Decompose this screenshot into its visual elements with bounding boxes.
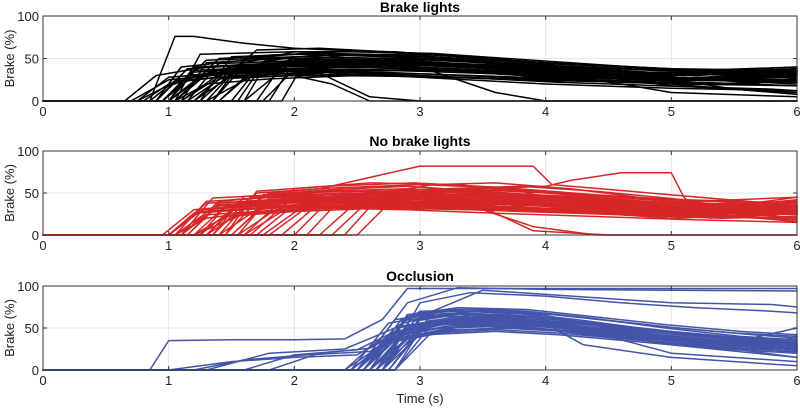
- trace-line: [42, 190, 798, 236]
- trace-line: [42, 165, 798, 236]
- x-tick-label: 4: [542, 104, 549, 119]
- x-tick-label: 3: [416, 238, 423, 253]
- trace-line: [42, 286, 798, 371]
- trace-line: [42, 322, 798, 371]
- y-tick-label: 100: [17, 9, 39, 24]
- traces-brake-lights: [42, 35, 798, 102]
- x-tick-label: 5: [668, 373, 675, 388]
- x-tick-label: 2: [291, 238, 298, 253]
- x-tick-label: 6: [793, 104, 800, 119]
- x-tick-label: 5: [668, 104, 675, 119]
- traces-no-brake-lights: [42, 165, 798, 236]
- x-axis-label: Time (s): [396, 391, 443, 406]
- panel-title: Brake lights: [380, 0, 460, 15]
- trace-line: [42, 310, 798, 371]
- trace-line: [42, 62, 798, 102]
- x-tick-label: 1: [165, 104, 172, 119]
- x-tick-label: 1: [165, 373, 172, 388]
- x-tick-label: 6: [793, 238, 800, 253]
- x-tick-label: 3: [416, 104, 423, 119]
- traces-occlusion: [42, 286, 798, 371]
- trace-line: [42, 57, 798, 102]
- x-tick-label: 4: [542, 373, 549, 388]
- trace-line: [42, 195, 798, 236]
- trace-line: [42, 317, 798, 371]
- trace-line: [42, 307, 798, 371]
- y-tick-label: 100: [17, 144, 39, 159]
- trace-line: [42, 318, 798, 371]
- trace-line: [42, 67, 798, 102]
- x-tick-label: 2: [291, 373, 298, 388]
- x-tick-label: 0: [39, 238, 46, 253]
- trace-line: [42, 59, 798, 102]
- x-tick-label: 6: [793, 373, 800, 388]
- x-tick-label: 5: [668, 238, 675, 253]
- panel-no-brake-lights: 0 1 2 3 4 5 6 0 50 100 No brake lights Brake (%): [2, 133, 800, 253]
- panel-title: No brake lights: [369, 133, 470, 149]
- y-tick-label: 50: [25, 52, 39, 67]
- trace-line: [42, 287, 798, 371]
- trace-line: [42, 188, 798, 236]
- y-tick-label: 100: [17, 279, 39, 294]
- y-axis-label: Brake (%): [2, 30, 17, 88]
- trace-line: [42, 185, 798, 236]
- y-tick-label: 0: [32, 363, 39, 378]
- x-tick-label: 0: [39, 104, 46, 119]
- trace-line: [42, 289, 798, 371]
- x-tick-label: 0: [39, 373, 46, 388]
- y-axis-label: Brake (%): [2, 299, 17, 357]
- panel-brake-lights: 0 1 2 3 4 5 6 0 50 100 Brake lights Brake (%): [2, 0, 800, 119]
- y-tick-label: 0: [32, 94, 39, 109]
- x-tick-label: 1: [165, 238, 172, 253]
- trace-line: [42, 69, 798, 102]
- y-tick-label: 0: [32, 228, 39, 243]
- x-tick-label: 2: [291, 104, 298, 119]
- x-tick-label: 3: [416, 373, 423, 388]
- trace-line: [42, 200, 798, 236]
- y-axis-label: Brake (%): [2, 164, 17, 222]
- trace-line: [42, 65, 798, 102]
- trace-line: [42, 197, 798, 236]
- panel-title: Occlusion: [386, 268, 454, 284]
- trace-line: [42, 327, 798, 371]
- x-tick-label: 4: [542, 238, 549, 253]
- trace-line: [42, 323, 798, 371]
- trace-line: [42, 182, 798, 236]
- trace-line: [42, 73, 798, 102]
- y-tick-label: 50: [25, 186, 39, 201]
- trace-line: [42, 195, 798, 236]
- y-tick-label: 50: [25, 321, 39, 336]
- trace-line: [42, 205, 798, 236]
- trace-line: [42, 198, 798, 236]
- trace-line: [42, 50, 798, 102]
- trace-line: [42, 291, 798, 371]
- panel-occlusion: 0 1 2 3 4 5 6 0 50 100 Occlusion Brake (%) Time (s): [2, 268, 800, 406]
